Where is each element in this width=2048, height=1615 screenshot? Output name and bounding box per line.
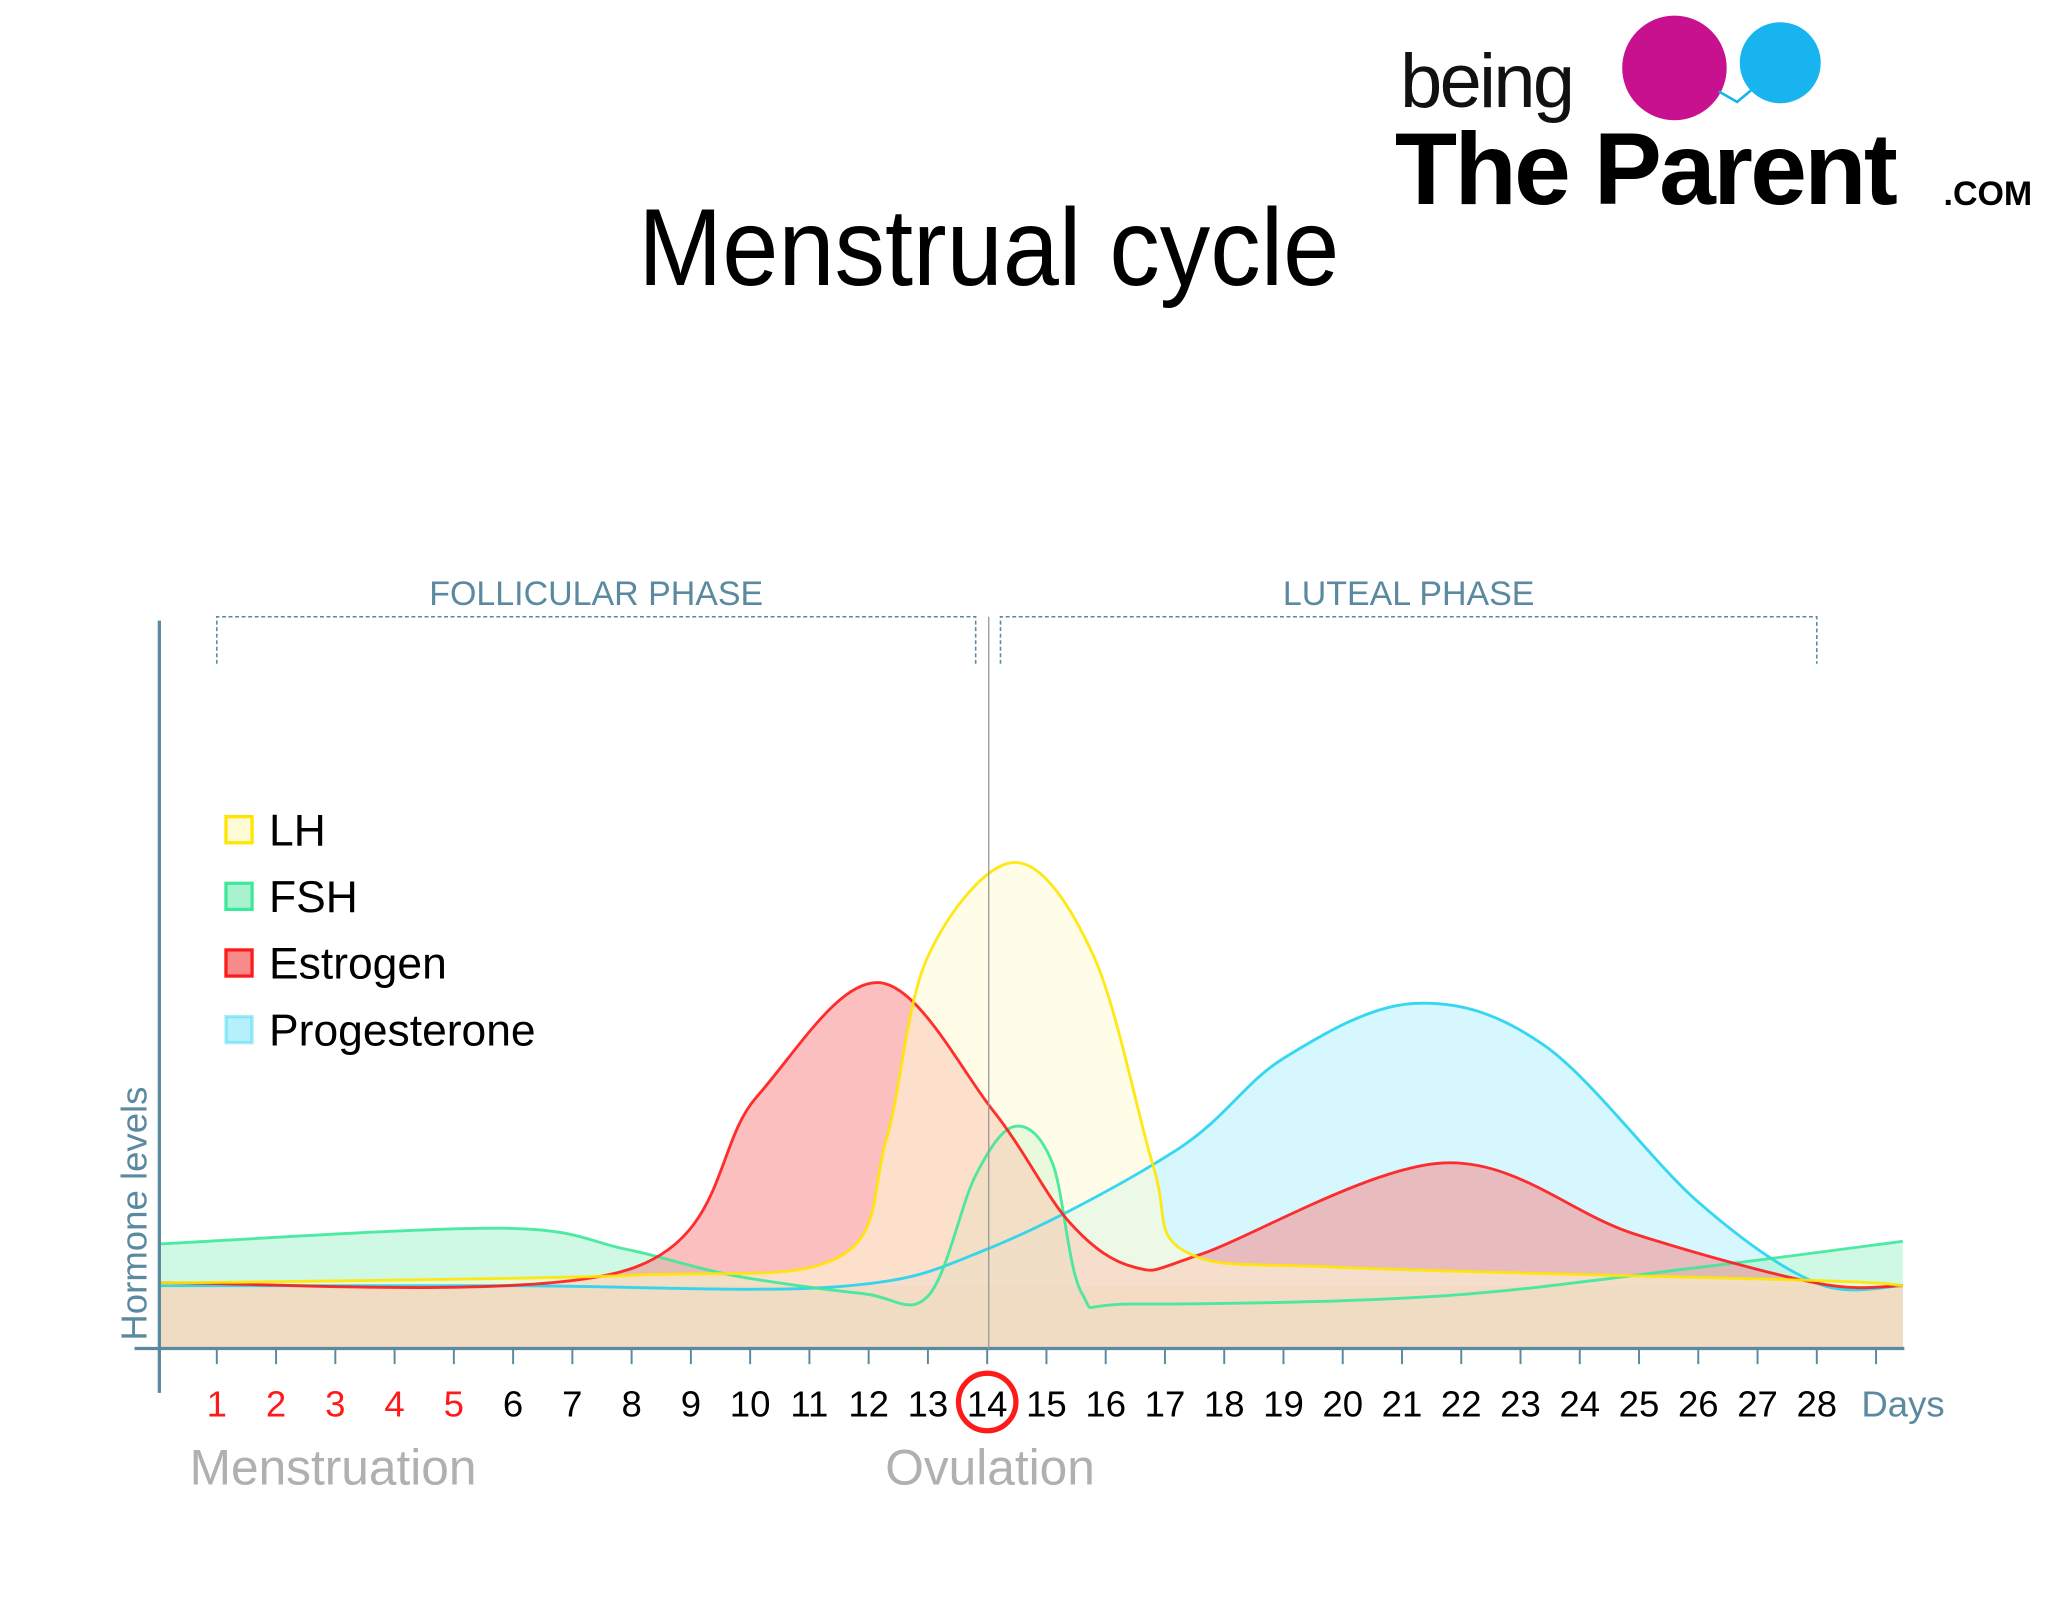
x-tick-label: 1 [207,1383,227,1424]
x-tick-label: 15 [1026,1383,1067,1424]
estrogen-line [159,981,1903,1290]
x-tick-label: 7 [562,1383,582,1424]
logo: being The Parent .COM [1395,15,2033,226]
legend-label-progesterone: Progesterone [269,1006,536,1055]
x-tick-label: 8 [621,1383,641,1424]
x-tick-label: 2 [266,1383,286,1424]
legend-label-fsh: FSH [269,873,358,922]
x-tick-label: 16 [1085,1383,1126,1424]
x-tick-label: 12 [848,1383,889,1424]
estrogen-area [159,982,1903,1349]
chart-title: Menstrual cycle [638,187,1339,309]
x-tick-label: 25 [1619,1383,1660,1424]
x-tick-label: 9 [681,1383,701,1424]
logo-link-icon [1718,87,1754,104]
ovulation-day-circle [955,1370,1019,1434]
x-tick-label: 3 [325,1383,345,1424]
x-tick-label: 28 [1796,1383,1837,1424]
x-tick-label: 27 [1737,1383,1778,1424]
menstruation-label: Menstruation [190,1439,477,1495]
x-tick-label: 10 [730,1383,771,1424]
lh-line [159,860,1903,1288]
logo-being: being [1400,39,1572,124]
progesterone-line [159,1001,1903,1292]
legend-swatch-progesterone [224,1014,254,1045]
x-axis-label: Days [1861,1383,1944,1424]
x-tick-label: 17 [1145,1383,1186,1424]
phase-label: FOLLICULAR PHASE [429,575,763,613]
logo-dotcom: .COM [1944,175,2033,213]
x-tick-label: 19 [1263,1383,1304,1424]
x-tick-label: 26 [1678,1383,1719,1424]
legend-swatch-estrogen [224,948,254,978]
x-tick-label: 11 [790,1383,828,1424]
legend-swatch-fsh [224,881,254,912]
x-tick-label: 6 [503,1383,523,1424]
x-tick-label: 5 [444,1383,464,1424]
y-axis-label: Hormone levels [113,1087,154,1341]
phase-bracket [216,615,977,664]
x-tick-label: 22 [1441,1383,1482,1424]
logo-magenta-circle [1622,15,1727,121]
ovulation-label: Ovulation [885,1439,1095,1495]
legend-swatch-lh [224,815,254,845]
x-tick-label: 4 [384,1383,404,1424]
legend-label-lh: LH [269,806,326,855]
x-tick-label: 18 [1204,1383,1245,1424]
x-tick-label: 23 [1500,1383,1541,1424]
x-tick-label: 20 [1322,1383,1363,1424]
lh-area [159,862,1903,1349]
phase-label: LUTEAL PHASE [1283,575,1535,613]
x-tick-label: 14 [967,1383,1008,1424]
x-tick-label: 24 [1559,1383,1600,1424]
legend-label-estrogen: Estrogen [269,940,447,989]
phase-bracket [999,615,1818,664]
x-tick-label: 21 [1382,1383,1423,1424]
x-tick-label: 13 [908,1383,949,1424]
logo-the-parent: The Parent [1395,112,1897,226]
logo-blue-circle [1739,22,1821,104]
